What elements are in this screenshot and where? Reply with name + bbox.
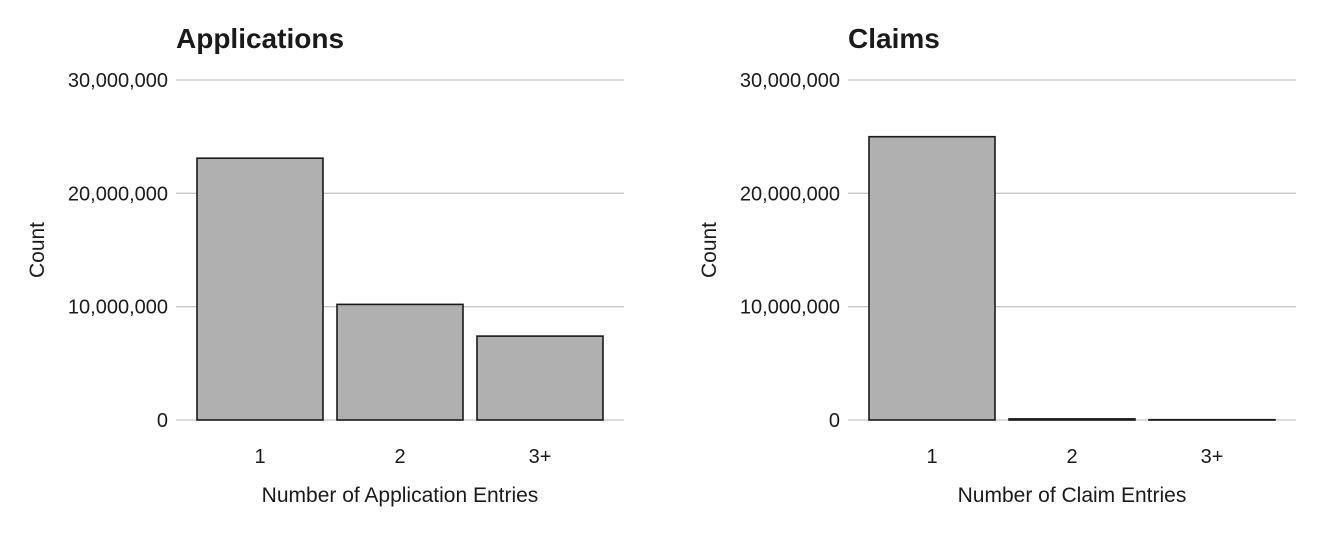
x-tick-label-3plus: 3+ — [1201, 446, 1224, 468]
bar-2 — [1008, 418, 1136, 421]
y-tick-label: 30,000,000 — [68, 70, 168, 92]
bar-2 — [336, 303, 464, 421]
x-tick-label-3plus: 3+ — [529, 446, 552, 468]
y-tick-label: 0 — [157, 410, 168, 432]
y-tick-labels: 0 10,000,000 20,000,000 30,000,000 — [68, 70, 168, 432]
y-axis-label: Count — [698, 222, 721, 278]
x-tick-label-1: 1 — [254, 446, 265, 468]
y-tick-label: 10,000,000 — [68, 297, 168, 319]
bar-1 — [868, 135, 996, 421]
bar-1 — [196, 157, 324, 421]
y-tick-label: 20,000,000 — [68, 183, 168, 205]
x-tick-labels: 1 2 3+ — [926, 446, 1223, 468]
y-tick-label: 10,000,000 — [740, 297, 840, 319]
panel-applications: Applications 0 10,000,000 20,000,000 30,… — [26, 23, 624, 507]
y-tick-label: 0 — [829, 410, 840, 432]
bar-3plus — [476, 335, 604, 421]
y-axis-label: Count — [26, 222, 49, 278]
y-tick-labels: 0 10,000,000 20,000,000 30,000,000 — [740, 70, 840, 432]
bars — [868, 135, 1276, 421]
panel-claims: Claims 0 10,000,000 20,000,000 30,000,00… — [698, 23, 1296, 507]
bars — [196, 157, 604, 421]
x-tick-label-2: 2 — [1066, 446, 1077, 468]
chart-title: Applications — [176, 23, 344, 54]
x-axis-label: Number of Claim Entries — [958, 484, 1187, 507]
x-tick-labels: 1 2 3+ — [254, 446, 551, 468]
chart-title: Claims — [848, 23, 940, 54]
y-tick-label: 20,000,000 — [740, 183, 840, 205]
x-axis-label: Number of Application Entries — [262, 484, 539, 507]
y-tick-label: 30,000,000 — [740, 70, 840, 92]
x-tick-label-2: 2 — [394, 446, 405, 468]
x-tick-label-1: 1 — [926, 446, 937, 468]
